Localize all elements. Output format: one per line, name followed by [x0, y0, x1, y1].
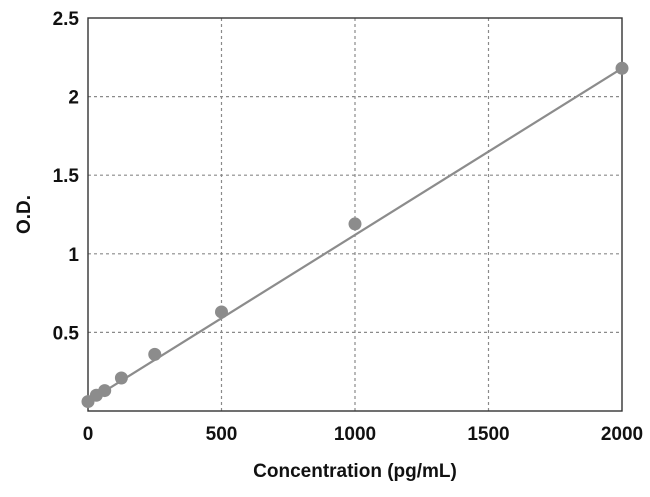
x-tick-label: 2000	[601, 424, 643, 445]
x-tick-label: 500	[206, 424, 238, 445]
data-point	[98, 384, 112, 398]
data-point	[215, 305, 228, 319]
grid-lines	[88, 18, 622, 411]
data-point	[348, 217, 362, 231]
data-point	[615, 61, 629, 75]
y-axis-ticks: 0.5 1 1.5 2 2.5	[53, 9, 80, 344]
y-tick-label: 0.5	[53, 323, 80, 344]
y-axis-title: O.D.	[14, 195, 35, 234]
data-point	[114, 371, 128, 385]
fit-line-group	[87, 67, 623, 403]
x-tick-label: 0	[83, 424, 94, 445]
data-point	[148, 347, 162, 361]
y-tick-label: 2	[68, 88, 79, 109]
fit-line	[87, 67, 623, 403]
y-tick-label: 1	[68, 245, 79, 266]
y-tick-label: 2.5	[53, 9, 80, 30]
plot-area	[87, 17, 623, 412]
x-axis-ticks: 0 500 1000 1500 2000	[83, 424, 643, 445]
x-tick-label: 1500	[467, 424, 509, 445]
x-axis-title: Concentration (pg/mL)	[253, 461, 457, 482]
x-tick-label: 1000	[334, 424, 376, 445]
data-points	[81, 61, 629, 409]
y-tick-label: 1.5	[53, 166, 80, 187]
